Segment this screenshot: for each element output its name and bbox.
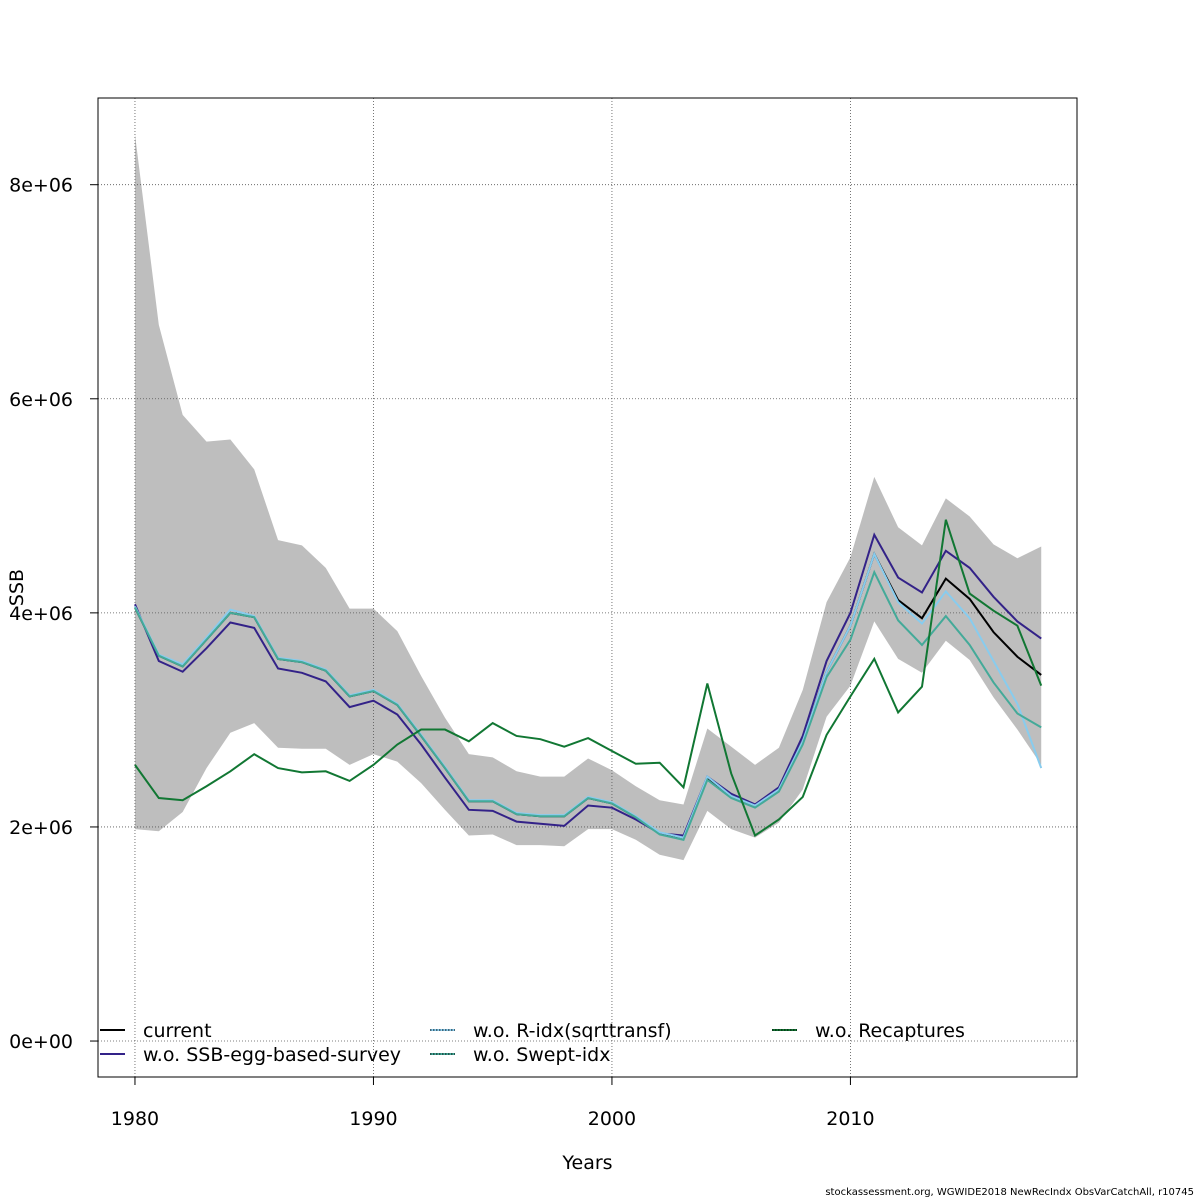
y-tick-label: 2e+06 bbox=[9, 817, 73, 839]
x-tick-label: 1980 bbox=[111, 1108, 159, 1130]
legend-label: w.o. Swept-idx bbox=[473, 1044, 610, 1066]
legend-label: current bbox=[143, 1020, 212, 1042]
legend-label: w.o. R-idx(sqrttransf) bbox=[473, 1020, 672, 1042]
series-line bbox=[134, 569, 1042, 841]
legend-label: w.o. SSB-egg-based-survey bbox=[143, 1044, 401, 1066]
series-line bbox=[134, 519, 1043, 838]
footer-credit: stockassessment.org, WGWIDE2018 NewRecIn… bbox=[825, 1187, 1194, 1198]
y-tick-label: 6e+06 bbox=[9, 389, 73, 411]
y-tick-label: 4e+06 bbox=[9, 603, 73, 625]
plot-frame bbox=[97, 97, 1078, 1078]
y-tick-label: 0e+00 bbox=[9, 1031, 73, 1053]
y-axis-label: SSB bbox=[6, 569, 28, 606]
x-axis-label: Years bbox=[561, 1152, 612, 1174]
series-line bbox=[134, 551, 1043, 839]
x-tick-label: 1990 bbox=[349, 1108, 397, 1130]
y-tick-label: 8e+06 bbox=[9, 175, 73, 197]
x-tick-label: 2000 bbox=[588, 1108, 636, 1130]
series-line bbox=[134, 532, 1042, 837]
confidence-band bbox=[134, 134, 1042, 861]
x-tick-label: 2010 bbox=[826, 1108, 874, 1130]
legend-label: w.o. Recaptures bbox=[815, 1020, 965, 1042]
